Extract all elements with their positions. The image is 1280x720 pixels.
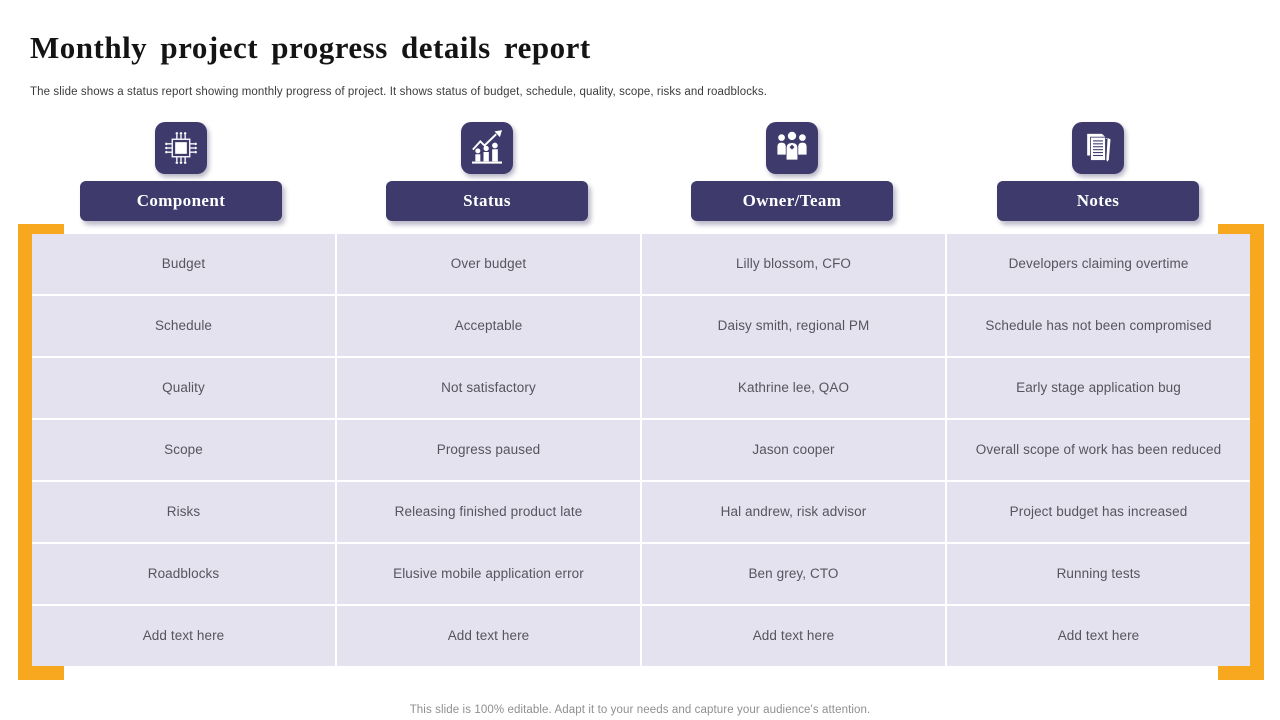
cell-notes: Schedule has not been compromised [947,296,1250,356]
frame-corner-bottom-right [1218,666,1264,680]
cell-add-text-placeholder[interactable]: Add text here [32,606,335,666]
growth-people-icon [461,122,513,174]
cell-notes: Overall scope of work has been reduced [947,420,1250,480]
cell-status: Not satisfactory [337,358,640,418]
cell-status: Over budget [337,234,640,294]
column-header-status: Status [386,181,588,221]
frame-corner-bottom-left [18,666,64,680]
cell-component: Quality [32,358,335,418]
cell-notes: Developers claiming overtime [947,234,1250,294]
cell-component: Budget [32,234,335,294]
cell-owner: Jason cooper [642,420,945,480]
column-header-owner-team: Owner/Team [691,181,893,221]
cell-status: Progress paused [337,420,640,480]
cell-owner: Kathrine lee, QAO [642,358,945,418]
column-header-component: Component [80,181,282,221]
chip-icon [155,122,207,174]
cell-component: Schedule [32,296,335,356]
team-icon [766,122,818,174]
cell-component: Risks [32,482,335,542]
cell-notes: Running tests [947,544,1250,604]
column-header-notes: Notes [997,181,1199,221]
cell-add-text-placeholder[interactable]: Add text here [337,606,640,666]
cell-add-text-placeholder[interactable]: Add text here [947,606,1250,666]
cell-notes: Early stage application bug [947,358,1250,418]
cell-status: Releasing finished product late [337,482,640,542]
document-pen-icon [1072,122,1124,174]
cell-add-text-placeholder[interactable]: Add text here [642,606,945,666]
slide-subtitle: The slide shows a status report showing … [30,86,768,98]
cell-notes: Project budget has increased [947,482,1250,542]
cell-component: Scope [32,420,335,480]
frame-left-bar [18,224,32,680]
status-report-table: Budget Over budget Lilly blossom, CFO De… [32,234,1250,666]
cell-owner: Hal andrew, risk advisor [642,482,945,542]
cell-status: Elusive mobile application error [337,544,640,604]
cell-status: Acceptable [337,296,640,356]
frame-right-bar [1250,224,1264,680]
page-title: Monthly project progress details report [30,30,591,65]
cell-owner: Ben grey, CTO [642,544,945,604]
editable-note: This slide is 100% editable. Adapt it to… [409,704,871,716]
cell-owner: Lilly blossom, CFO [642,234,945,294]
cell-owner: Daisy smith, regional PM [642,296,945,356]
cell-component: Roadblocks [32,544,335,604]
